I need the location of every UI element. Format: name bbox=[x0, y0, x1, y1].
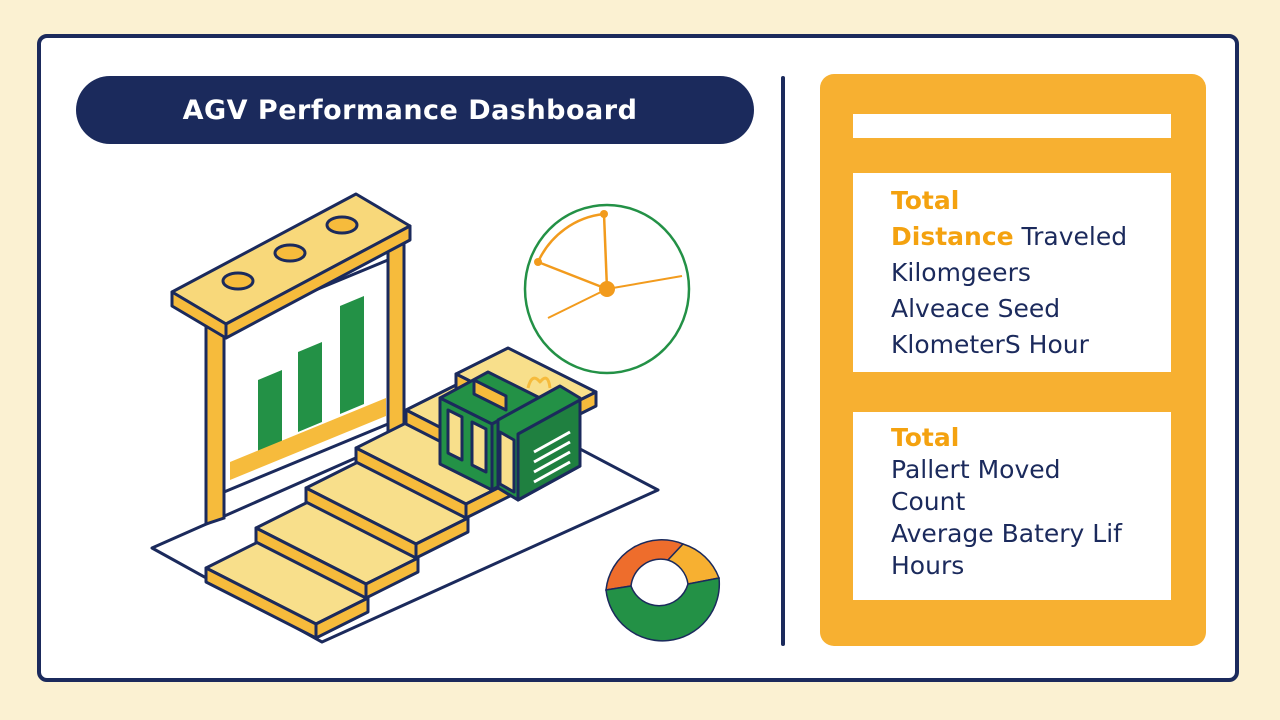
stat-card-line: Hours bbox=[891, 551, 965, 580]
stat-card-line: Average Batery Lif bbox=[891, 519, 1122, 548]
stat-card-distance: Total Distance Traveled Kilomgeers Alvea… bbox=[853, 173, 1171, 372]
stat-card-line: Distance Traveled bbox=[891, 219, 1171, 255]
section-divider bbox=[781, 76, 785, 646]
dashboard-title-banner: AGV Performance Dashboard bbox=[76, 76, 754, 144]
page-title: AGV Performance Dashboard bbox=[182, 94, 638, 126]
stats-panel: Total Distance Traveled Kilomgeers Alvea… bbox=[820, 74, 1206, 646]
stat-card-pallets: Total Pallert Moved Count Average Batery… bbox=[853, 412, 1171, 600]
stat-card-heading: Total bbox=[891, 423, 960, 452]
stat-card-label: Traveled bbox=[1013, 222, 1128, 251]
agv-illustration bbox=[150, 192, 721, 644]
panel-header-bar bbox=[853, 114, 1171, 138]
stat-card-line: Total bbox=[891, 422, 1171, 454]
stat-card-line: Pallert Moved bbox=[891, 455, 1061, 484]
stat-card-line: Alveace Seed bbox=[891, 294, 1061, 323]
stat-card-heading: Distance bbox=[891, 222, 1014, 251]
stat-card-line: Count bbox=[891, 487, 966, 516]
stat-card-heading: Total bbox=[891, 186, 960, 215]
clock-gauge-icon bbox=[523, 203, 691, 375]
stat-card-line: Total bbox=[891, 183, 1171, 219]
donut-chart-icon bbox=[605, 539, 721, 642]
stat-card-line: KlometerS Hour bbox=[891, 330, 1089, 359]
agv-robot-icon bbox=[438, 370, 582, 502]
stat-card-line: Kilomgeers bbox=[891, 258, 1031, 287]
bar-chart-board-icon bbox=[170, 192, 412, 527]
